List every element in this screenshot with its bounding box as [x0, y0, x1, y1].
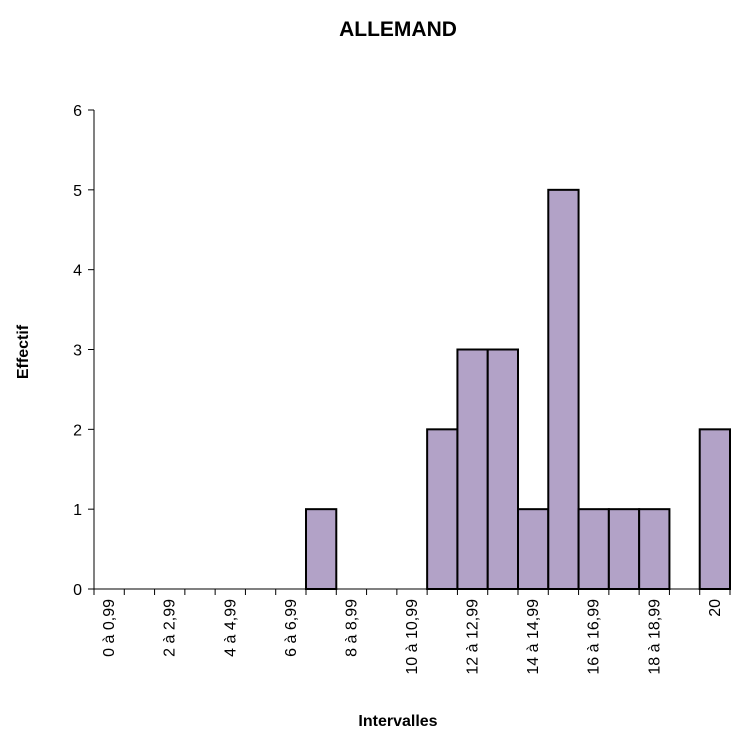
- x-tick-label: 2 à 2,99: [162, 599, 179, 657]
- x-tick-label: 14 à 14,99: [525, 599, 542, 675]
- x-axis: 0 à 0,99 2 à 2,99 4 à 4,99 6 à 6,99 8 à 8,99…: [93, 588, 731, 675]
- bar: [517, 508, 550, 590]
- y-tick-label: 6: [73, 103, 82, 120]
- bar: [638, 508, 671, 590]
- bar: [577, 508, 610, 590]
- y-axis: 0 1 2 3 4 5 6: [73, 103, 95, 599]
- bars: [305, 188, 732, 591]
- y-tick-label: 2: [73, 422, 82, 439]
- y-tick-label: 5: [73, 183, 82, 200]
- y-tick-label: 1: [73, 502, 82, 519]
- y-tick-label: 3: [73, 343, 82, 360]
- x-tick-label: 4 à 4,99: [222, 599, 239, 657]
- y-tick-label: 0: [73, 582, 82, 599]
- bar: [426, 428, 459, 591]
- chart-title: ALLEMAND: [339, 18, 457, 41]
- bar: [698, 428, 732, 591]
- x-axis-title: Intervalles: [358, 713, 437, 730]
- bar: [547, 188, 580, 590]
- y-axis-title: Effectif: [15, 324, 32, 379]
- bar: [305, 508, 338, 590]
- bar: [456, 348, 489, 590]
- x-tick-label: 18 à 18,99: [646, 599, 663, 675]
- x-tick-label: 16 à 16,99: [586, 599, 603, 675]
- x-tick-label: 0 à 0,99: [101, 599, 118, 657]
- bar: [486, 348, 520, 590]
- x-tick-label: 6 à 6,99: [283, 599, 300, 657]
- bar: [607, 508, 641, 590]
- y-tick-label: 4: [73, 263, 82, 280]
- x-tick-label: 20: [707, 599, 724, 617]
- x-tick-label: 10 à 10,99: [404, 599, 421, 675]
- x-tick-label: 8 à 8,99: [343, 599, 360, 657]
- x-tick-label: 12 à 12,99: [465, 599, 482, 675]
